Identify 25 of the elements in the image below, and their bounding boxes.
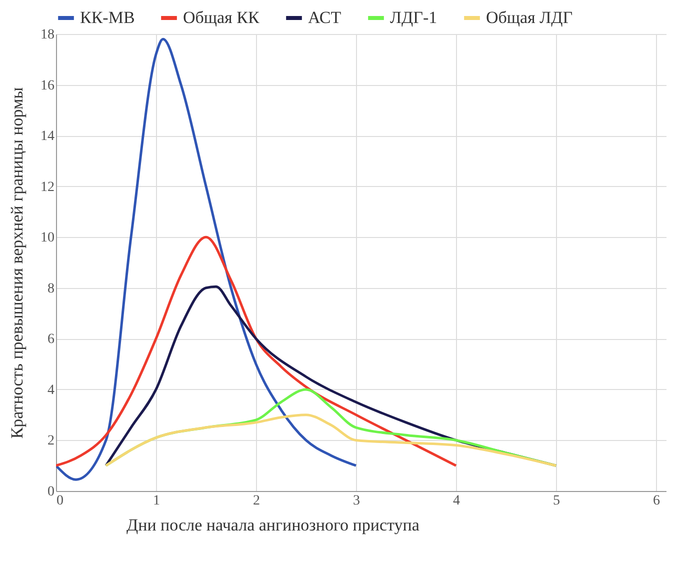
y-tick-label: 10 xyxy=(40,230,54,246)
y-tick-label: 18 xyxy=(40,28,54,42)
legend-label: Общая КК xyxy=(183,8,260,27)
x-tick-label: 1 xyxy=(153,494,160,508)
line-series xyxy=(104,414,558,467)
y-tick-label: 2 xyxy=(48,434,54,449)
x-tick-label: 2 xyxy=(253,494,260,508)
legend-label: Общая ЛДГ xyxy=(486,8,573,27)
legend-label: АСТ xyxy=(308,8,342,27)
line-series xyxy=(56,236,458,467)
y-tick-label: 6 xyxy=(48,332,54,348)
x-tick-label: 3 xyxy=(353,494,360,508)
y-tick-label: 14 xyxy=(40,129,54,144)
legend-label: КК-МВ xyxy=(80,8,135,27)
line-series xyxy=(56,38,358,481)
legend-label: ЛДГ-1 xyxy=(390,8,438,27)
x-tick-label: 6 xyxy=(653,494,660,508)
y-axis-title: Кратность превышения верхней границы нормы xyxy=(8,86,26,439)
x-tick-label: 5 xyxy=(553,494,560,508)
x-tick-label: 4 xyxy=(453,494,460,508)
y-tick-label: 4 xyxy=(48,382,54,398)
y-tick-label: 12 xyxy=(40,180,54,195)
y-tick-label: 8 xyxy=(48,281,54,296)
y-tick-label: 16 xyxy=(40,78,54,94)
x-axis-title: Дни после начала ангинозного приступа xyxy=(126,516,420,534)
